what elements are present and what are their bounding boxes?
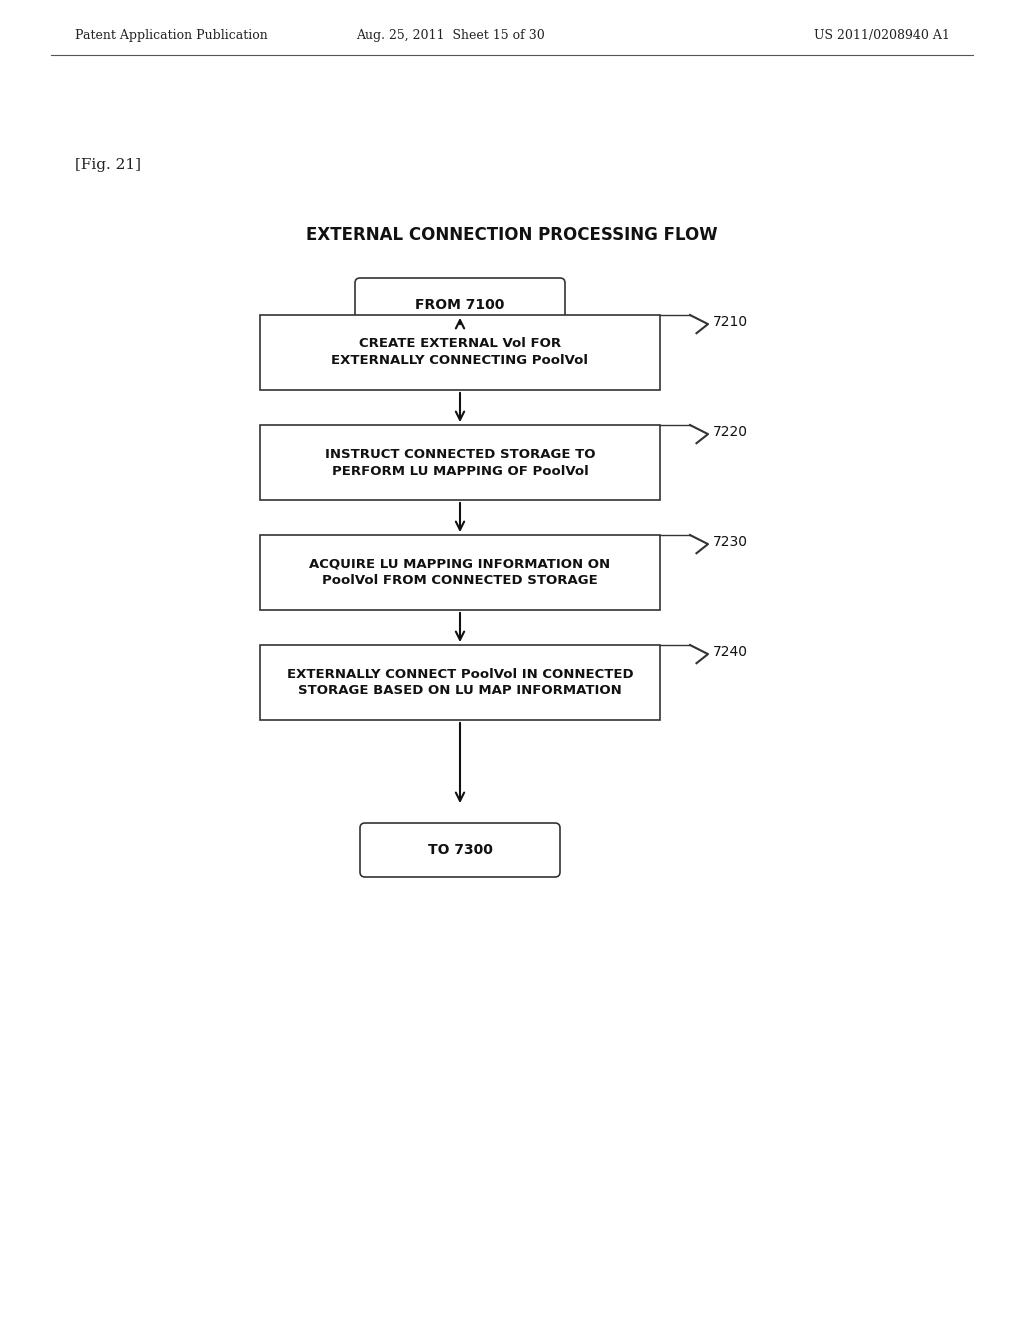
FancyBboxPatch shape	[260, 535, 660, 610]
FancyBboxPatch shape	[260, 645, 660, 719]
Text: TO 7300: TO 7300	[428, 843, 493, 857]
Text: 7210: 7210	[713, 315, 749, 329]
Text: US 2011/0208940 A1: US 2011/0208940 A1	[814, 29, 950, 41]
Text: Aug. 25, 2011  Sheet 15 of 30: Aug. 25, 2011 Sheet 15 of 30	[355, 29, 545, 41]
Text: FROM 7100: FROM 7100	[416, 298, 505, 312]
Text: ACQUIRE LU MAPPING INFORMATION ON
PoolVol FROM CONNECTED STORAGE: ACQUIRE LU MAPPING INFORMATION ON PoolVo…	[309, 557, 610, 587]
FancyBboxPatch shape	[360, 822, 560, 876]
FancyBboxPatch shape	[355, 279, 565, 333]
Text: Patent Application Publication: Patent Application Publication	[75, 29, 267, 41]
Text: 7240: 7240	[713, 645, 748, 659]
Text: EXTERNAL CONNECTION PROCESSING FLOW: EXTERNAL CONNECTION PROCESSING FLOW	[306, 226, 718, 244]
Text: INSTRUCT CONNECTED STORAGE TO
PERFORM LU MAPPING OF PoolVol: INSTRUCT CONNECTED STORAGE TO PERFORM LU…	[325, 447, 595, 478]
FancyBboxPatch shape	[260, 315, 660, 389]
Text: EXTERNALLY CONNECT PoolVol IN CONNECTED
STORAGE BASED ON LU MAP INFORMATION: EXTERNALLY CONNECT PoolVol IN CONNECTED …	[287, 668, 633, 697]
Text: 7230: 7230	[713, 535, 748, 549]
FancyBboxPatch shape	[260, 425, 660, 500]
Text: 7220: 7220	[713, 425, 748, 440]
Text: CREATE EXTERNAL Vol FOR
EXTERNALLY CONNECTING PoolVol: CREATE EXTERNAL Vol FOR EXTERNALLY CONNE…	[332, 338, 589, 367]
Text: [Fig. 21]: [Fig. 21]	[75, 158, 141, 172]
